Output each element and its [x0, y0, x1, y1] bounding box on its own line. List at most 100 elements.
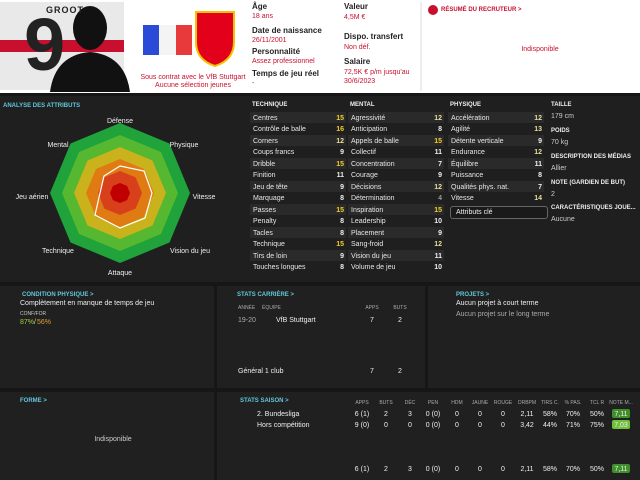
scout-status: Indisponible: [521, 46, 559, 53]
table-cell: 0: [501, 411, 505, 418]
attribute-name: Vitesse: [451, 195, 474, 202]
detail-label: CARACTÉRISTIQUES JOUE...: [551, 205, 636, 211]
attribute-value: 8: [340, 264, 344, 271]
attribute-value: 8: [340, 195, 344, 202]
section-title[interactable]: RÉSUMÉ DU RECRUTEUR >: [441, 7, 522, 13]
attribute-value: 15: [336, 114, 344, 122]
row-stripe: [448, 112, 544, 123]
key-dropdown: [450, 206, 548, 219]
table-cell: 0: [478, 411, 482, 418]
info-label: Personnalité: [252, 47, 301, 56]
attribute-value: 15: [434, 137, 442, 145]
attribute-name: Agressivité: [351, 114, 386, 122]
info-label: Dispo. transfert: [344, 32, 404, 41]
attribute-value: 8: [340, 218, 344, 225]
attribute-value: 15: [336, 160, 344, 168]
detail-value: Aucune: [551, 216, 575, 223]
key-dropdown-label[interactable]: Attributs clé: [456, 209, 493, 216]
section-title: ANALYSE DES ATTRIBUTS: [3, 103, 81, 109]
attribute-name: Passes: [253, 206, 276, 214]
info-value: 26/11/2001: [252, 37, 287, 44]
table-header: ANNÉE: [238, 305, 256, 311]
row-stripe: [250, 250, 346, 261]
table-header: NOTE M...: [609, 400, 633, 406]
attribute-name: Collectif: [351, 149, 376, 156]
attribute-name: Placement: [351, 229, 385, 237]
table-header: HDM: [451, 400, 463, 406]
section-title[interactable]: PROJETS >: [456, 292, 490, 298]
section-title[interactable]: CONDITION PHYSIQUE >: [22, 292, 94, 298]
info-label: Temps de jeu réel: [252, 69, 319, 78]
table-cell: 2: [384, 411, 388, 418]
row-stripe: [348, 250, 444, 261]
attribute-name: Jeu de tête: [253, 183, 288, 191]
table-cell: 2: [384, 466, 388, 473]
table-header: PEN: [427, 400, 439, 406]
table-header: BUTS: [379, 400, 393, 406]
radar: [50, 123, 190, 263]
info-value: 18 ans: [252, 13, 274, 20]
table-cell: 0: [455, 411, 459, 418]
attribute-name: Volume de jeu: [351, 264, 396, 271]
attribute-value: 13: [534, 126, 542, 133]
attribute-name: Tacles: [253, 229, 273, 237]
player-shape: [94, 165, 153, 229]
club-crest: [195, 11, 235, 68]
row-stripe: [348, 158, 444, 169]
section-title[interactable]: STATS CARRIÈRE >: [237, 292, 294, 298]
table-cell: 58%: [542, 411, 558, 418]
attribute-value: 8: [538, 172, 542, 179]
rating-badge: [612, 420, 630, 429]
table-cell: 9 (0): [354, 422, 370, 429]
attribute-value: 8: [340, 229, 344, 237]
player-name: GROOT: [46, 5, 84, 15]
attribute-name: Puissance: [451, 172, 484, 179]
attribute-value: 9: [340, 149, 344, 156]
table-cell: 3: [408, 411, 412, 418]
attribute-name: Détermination: [351, 195, 395, 202]
table-cell: 7,11: [614, 411, 628, 418]
table-cell: 7,03: [614, 422, 628, 429]
silhouette-head: [73, 6, 107, 50]
table-header: APPS: [355, 400, 369, 406]
attribute-value: 11: [434, 252, 442, 260]
attribute-value: 11: [336, 172, 344, 179]
attribute-value: 11: [534, 160, 542, 168]
section-title[interactable]: STATS SAISON >: [240, 398, 289, 404]
attribute-value: 12: [434, 183, 442, 191]
row-stripe: [250, 181, 346, 192]
attribute-value: 9: [340, 252, 344, 260]
confidence: 87%: [20, 319, 35, 326]
table-total: 7: [370, 368, 374, 375]
table-header: APPS: [365, 305, 379, 311]
form-status: Indisponible: [94, 436, 132, 443]
flag-blue: [143, 25, 159, 55]
detail-value: 179 cm: [551, 113, 574, 120]
contract: Sous contrat avec le VfB Stuttgart: [140, 74, 246, 81]
row-stripe: [250, 135, 346, 146]
table-cell: 6 (1): [354, 466, 370, 473]
attribute-name: Agilité: [451, 126, 471, 133]
info-value: 72,5K € p/m jusqu'au 30/6/2023: [344, 69, 410, 85]
attribute-name: Dribble: [253, 160, 276, 168]
attribute-name: Leadership: [351, 218, 386, 225]
attribute-name: Qualités phys. nat.: [451, 183, 509, 191]
project-item: Aucun projet à court terme: [456, 300, 539, 307]
attribute-value: 9: [538, 137, 542, 145]
column-title: MENTAL: [350, 102, 375, 108]
table-cell: 2: [398, 317, 402, 324]
table-cell: 58%: [542, 466, 558, 473]
attribute-value: 7: [538, 183, 542, 191]
column-title: TECHNIQUE: [252, 102, 288, 108]
attribute-value: 12: [534, 114, 542, 122]
attribute-name: Centres: [253, 114, 278, 122]
info-value: Non déf.: [344, 44, 371, 51]
row-stripe: [250, 204, 346, 215]
info-label: Valeur: [344, 2, 369, 11]
row-stripe: [448, 158, 544, 169]
attribute-value: 9: [340, 183, 344, 191]
section-title[interactable]: FORME >: [20, 398, 47, 404]
attribute-name: Anticipation: [351, 126, 388, 133]
table-cell: 3,42: [520, 422, 534, 429]
attribute-value: 10: [434, 264, 442, 271]
